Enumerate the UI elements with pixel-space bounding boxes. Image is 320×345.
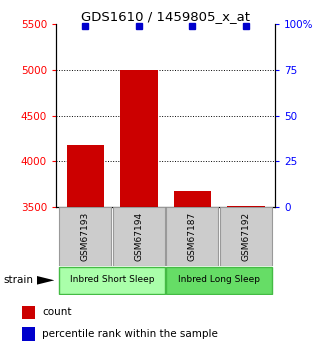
Bar bbox=[120, 70, 157, 207]
Bar bbox=[60, 267, 165, 294]
Text: percentile rank within the sample: percentile rank within the sample bbox=[42, 329, 218, 339]
Bar bbox=[22, 306, 35, 319]
Bar bbox=[166, 207, 218, 266]
Text: GSM67187: GSM67187 bbox=[188, 212, 197, 261]
Bar bbox=[60, 207, 111, 266]
Bar bbox=[220, 207, 272, 266]
Text: Inbred Short Sleep: Inbred Short Sleep bbox=[70, 275, 154, 284]
Bar bbox=[166, 267, 272, 294]
Text: GSM67192: GSM67192 bbox=[241, 212, 250, 261]
Bar bbox=[113, 207, 165, 266]
Bar bbox=[174, 190, 211, 207]
Title: GDS1610 / 1459805_x_at: GDS1610 / 1459805_x_at bbox=[81, 10, 250, 23]
Polygon shape bbox=[37, 276, 54, 285]
Text: Inbred Long Sleep: Inbred Long Sleep bbox=[178, 275, 260, 284]
Text: count: count bbox=[42, 307, 72, 317]
Text: GSM67194: GSM67194 bbox=[134, 212, 143, 261]
Bar bbox=[227, 206, 265, 207]
Bar bbox=[67, 145, 104, 207]
Bar bbox=[22, 327, 35, 341]
Text: GSM67193: GSM67193 bbox=[81, 212, 90, 261]
Text: strain: strain bbox=[3, 275, 33, 285]
